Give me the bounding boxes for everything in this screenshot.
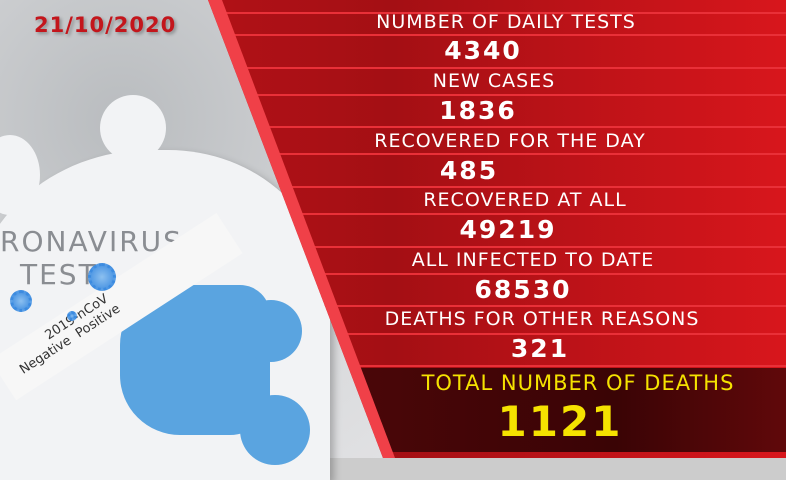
stripe [208, 12, 786, 14]
stripe [208, 365, 786, 367]
stripe [208, 305, 786, 307]
total-deaths-box [360, 368, 786, 452]
stripe [208, 126, 786, 128]
stat-label-recovered-day: RECOVERED FOR THE DAY [374, 130, 646, 152]
stat-value-recovered-day: 485 [439, 156, 499, 185]
stat-value-other-deaths: 321 [510, 334, 570, 363]
total-deaths-label: TOTAL NUMBER OF DEATHS [421, 371, 735, 395]
stat-value-daily-tests: 4340 [444, 36, 522, 65]
stripe [208, 273, 786, 275]
stripe [208, 246, 786, 248]
glove [240, 395, 310, 465]
stat-label-daily-tests: NUMBER OF DAILY TESTS [376, 11, 636, 33]
total-deaths-value: 1121 [497, 397, 623, 446]
virus-icon [67, 311, 77, 321]
stat-label-new-cases: NEW CASES [432, 70, 556, 92]
stripe [208, 333, 786, 335]
date: 21/10/2020 [34, 13, 177, 37]
photo-heading-2: TEST [20, 258, 98, 291]
stripe [208, 67, 786, 69]
stripe [208, 186, 786, 188]
virus-bump [100, 95, 166, 161]
stat-value-recovered-all: 49219 [459, 215, 557, 244]
stripe [208, 34, 786, 36]
stat-value-new-cases: 1836 [439, 96, 517, 125]
stat-value-all-infected: 68530 [474, 275, 572, 304]
stat-label-recovered-all: RECOVERED AT ALL [423, 189, 627, 211]
glove [240, 300, 302, 362]
virus-icon [88, 263, 116, 291]
stat-label-other-deaths: DEATHS FOR OTHER REASONS [384, 308, 700, 330]
stripe [208, 94, 786, 96]
photo-heading: RONAVIRUS [0, 225, 183, 258]
stripe [208, 213, 786, 215]
virus-icon [10, 290, 32, 312]
stat-label-all-infected: ALL INFECTED TO DATE [411, 249, 655, 271]
stripe [208, 153, 786, 155]
